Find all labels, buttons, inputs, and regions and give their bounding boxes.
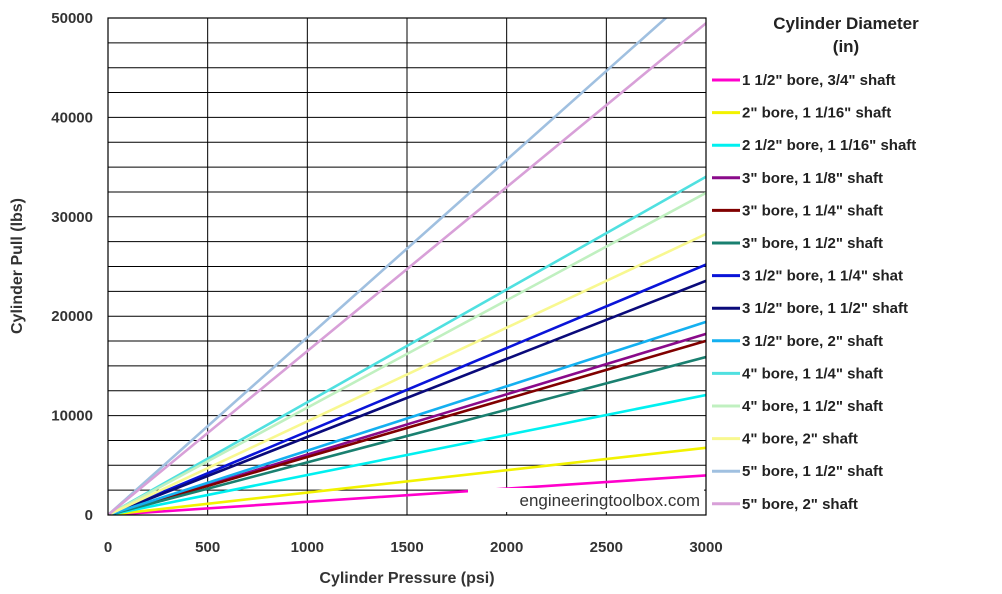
series-line-2 [108, 446, 706, 515]
legend-label: 3 1/2" bore, 1 1/2" shaft [742, 300, 908, 317]
legend-item: 2 1/2" bore, 1 1/16" shaft [712, 137, 916, 154]
series-line-10 [108, 175, 706, 515]
y-tick-label: 50000 [51, 10, 93, 27]
series-line-11 [108, 191, 706, 515]
legend-label: 2" bore, 1 1/16" shaft [742, 105, 891, 122]
series-line-9 [108, 320, 706, 515]
watermark: engineeringtoolbox.com [519, 491, 700, 510]
series-line-1 [108, 474, 706, 515]
legend-label: 3" bore, 1 1/8" shaft [742, 170, 883, 187]
y-tick-label: 30000 [51, 209, 93, 226]
y-axis-title: Cylinder Pull (lbs) [9, 198, 26, 334]
watermark-background [468, 488, 704, 512]
legend-label: 4" bore, 1 1/2" shaft [742, 398, 883, 415]
x-axis-title: Cylinder Pressure (psi) [319, 570, 494, 587]
series-line-7 [108, 263, 706, 515]
y-axis-ticks: 0 10000 20000 30000 40000 50000 [51, 10, 93, 524]
legend-label: 1 1/2" bore, 3/4" shaft [742, 72, 895, 89]
series-line-3 [108, 393, 706, 515]
legend-label: 5" bore, 2" shaft [742, 496, 858, 513]
legend-title-line-1: Cylinder Diameter [773, 14, 919, 33]
legend-label: 4" bore, 2" shaft [742, 431, 858, 448]
legend-item: 4" bore, 1 1/4" shaft [712, 365, 883, 382]
legend-item: 3 1/2" bore, 1 1/2" shaft [712, 300, 908, 317]
legend-label: 3 1/2" bore, 2" shaft [742, 333, 883, 350]
x-tick-label: 2500 [590, 539, 623, 556]
series-line-8 [108, 279, 706, 515]
series-line-6 [108, 355, 706, 515]
legend-label: 3" bore, 1 1/2" shaft [742, 235, 883, 252]
x-tick-label: 1500 [390, 539, 423, 556]
legend-item: 3" bore, 1 1/4" shaft [712, 202, 883, 219]
x-axis-ticks: 0 500 1000 1500 2000 2500 3000 [104, 539, 723, 556]
legend-item: 3 1/2" bore, 2" shaft [712, 333, 883, 350]
series-line-12 [108, 232, 706, 515]
x-tick-label: 0 [104, 539, 112, 556]
legend-label: 3 1/2" bore, 1 1/4" shat [742, 268, 903, 285]
y-tick-label: 40000 [51, 109, 93, 126]
x-tick-label: 2000 [490, 539, 523, 556]
x-tick-label: 1000 [291, 539, 324, 556]
legend-item: 4" bore, 1 1/2" shaft [712, 398, 883, 415]
legend: 1 1/2" bore, 3/4" shaft 2" bore, 1 1/16" … [712, 72, 916, 513]
legend-item: 2" bore, 1 1/16" shaft [712, 105, 891, 122]
y-tick-label: 10000 [51, 408, 93, 425]
series-line-5 [108, 339, 706, 515]
series-line-13 [108, 18, 668, 515]
legend-item: 5" bore, 2" shaft [712, 496, 858, 513]
legend-item: 3" bore, 1 1/8" shaft [712, 170, 883, 187]
plot-frame [107, 17, 707, 516]
legend-label: 5" bore, 1 1/2" shaft [742, 463, 883, 480]
series-lines [108, 18, 706, 515]
y-tick-label: 20000 [51, 308, 93, 325]
legend-item: 5" bore, 1 1/2" shaft [712, 463, 883, 480]
legend-item: 1 1/2" bore, 3/4" shaft [712, 72, 895, 89]
legend-item: 3 1/2" bore, 1 1/4" shat [712, 268, 903, 285]
legend-item: 3" bore, 1 1/2" shaft [712, 235, 883, 252]
y-tick-label: 0 [85, 507, 93, 524]
x-tick-label: 3000 [689, 539, 722, 556]
legend-item: 4" bore, 2" shaft [712, 431, 858, 448]
legend-label: 4" bore, 1 1/4" shaft [742, 365, 883, 382]
x-tick-label: 500 [195, 539, 220, 556]
series-line-14 [108, 21, 706, 515]
legend-label: 3" bore, 1 1/4" shaft [742, 202, 883, 219]
legend-label: 2 1/2" bore, 1 1/16" shaft [742, 137, 916, 154]
legend-title-line-2: (in) [833, 37, 859, 56]
